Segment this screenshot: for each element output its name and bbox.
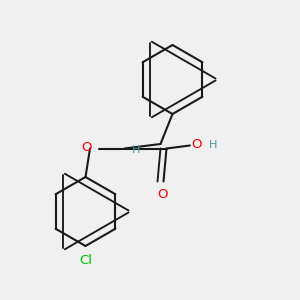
Text: O: O [157, 188, 167, 201]
Text: O: O [191, 138, 202, 152]
Text: H: H [132, 145, 140, 155]
Text: Cl: Cl [79, 254, 92, 266]
Text: H: H [208, 140, 217, 150]
Text: O: O [81, 141, 92, 154]
